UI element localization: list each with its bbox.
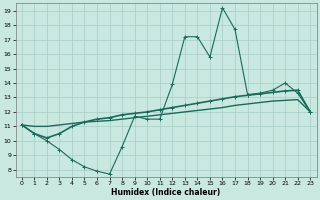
X-axis label: Humidex (Indice chaleur): Humidex (Indice chaleur) [111, 188, 221, 197]
